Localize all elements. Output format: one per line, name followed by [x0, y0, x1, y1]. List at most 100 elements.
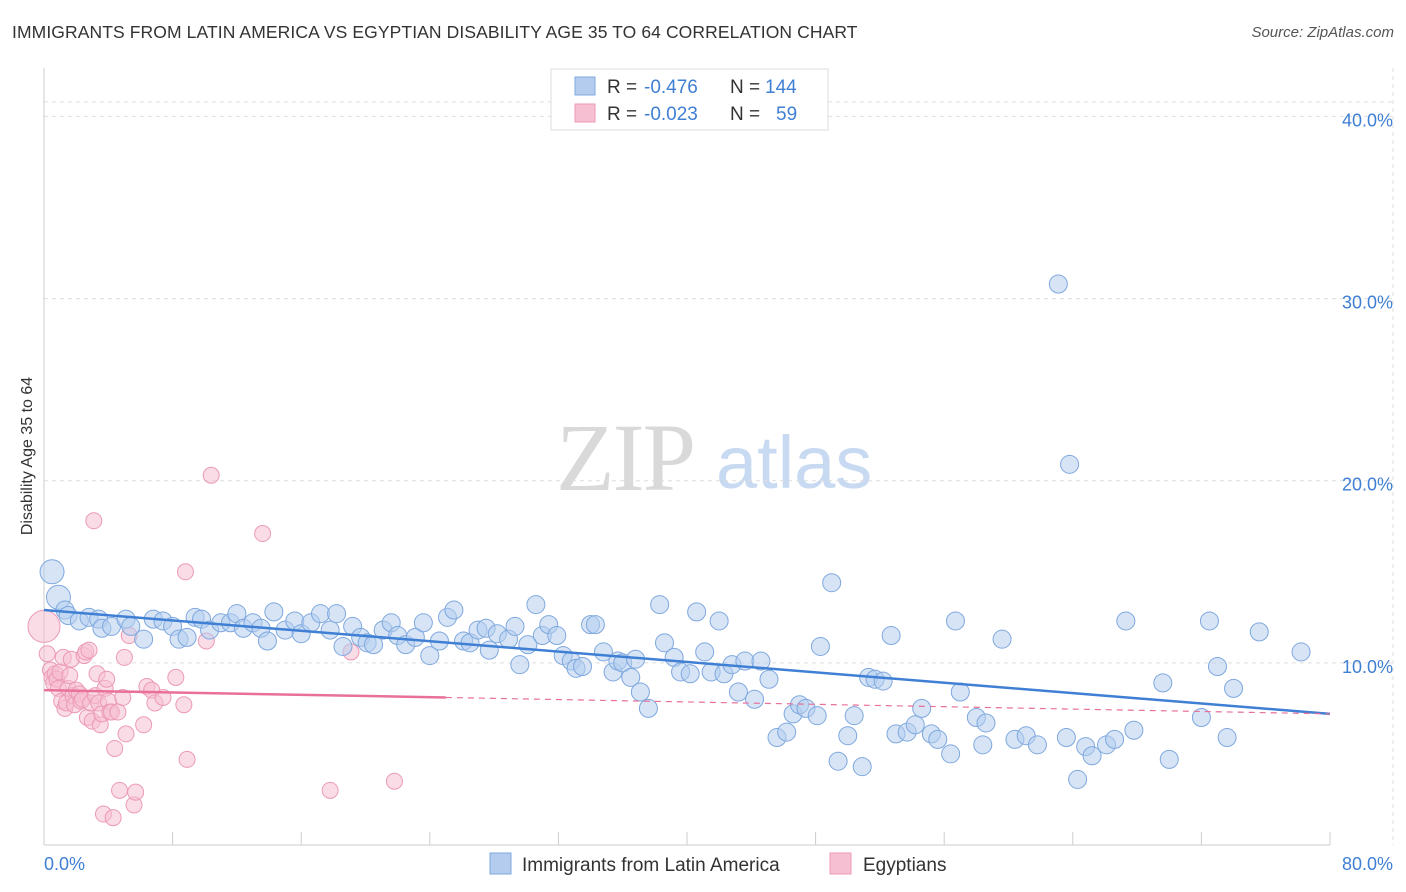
chart-title: IMMIGRANTS FROM LATIN AMERICA VS EGYPTIA…	[12, 22, 858, 42]
data-point	[510, 655, 530, 675]
data-point	[1027, 735, 1047, 755]
data-point	[810, 636, 830, 656]
legend-n-value-blue: 144	[765, 77, 797, 98]
data-point	[413, 613, 433, 633]
y-tick-labels: 10.0% 20.0% 30.0% 40.0%	[1342, 110, 1393, 676]
bottom-legend-swatch-blue	[489, 852, 512, 875]
data-point	[27, 609, 61, 643]
data-point	[134, 629, 154, 649]
data-point	[1048, 274, 1068, 294]
data-point	[38, 645, 56, 663]
data-point	[881, 626, 901, 646]
data-point	[852, 757, 872, 777]
y-axis-title: Disability Age 35 to 64	[19, 377, 36, 535]
legend-n-label-blue: N =	[730, 77, 760, 98]
data-point	[321, 781, 339, 799]
data-point	[687, 602, 707, 622]
bottom-legend-swatch-pink	[829, 852, 852, 875]
data-point	[175, 696, 193, 714]
data-point	[526, 595, 546, 615]
watermark-atlas: atlas	[716, 421, 872, 504]
data-point	[202, 466, 220, 484]
data-point	[1056, 728, 1076, 748]
data-point	[420, 646, 440, 666]
data-point	[905, 715, 925, 735]
trendline-pink-extension	[445, 696, 1331, 715]
data-point	[992, 629, 1012, 649]
data-point	[745, 689, 765, 709]
data-point	[573, 657, 593, 676]
data-point	[117, 725, 135, 743]
data-point	[111, 781, 129, 799]
data-point	[178, 750, 196, 768]
data-point	[728, 682, 748, 702]
data-point	[822, 573, 842, 593]
data-point	[807, 706, 827, 726]
data-point	[828, 751, 848, 771]
data-point	[709, 611, 729, 631]
watermark-zip: ZIP	[556, 404, 694, 511]
data-point	[257, 631, 277, 651]
data-point	[127, 783, 145, 801]
data-point	[135, 716, 153, 734]
trendline-pink	[43, 688, 446, 699]
data-point	[385, 772, 403, 790]
data-point	[115, 648, 133, 666]
data-point	[844, 706, 864, 726]
data-point	[654, 633, 674, 653]
data-point	[547, 626, 567, 646]
latin-america-points	[39, 274, 1311, 789]
legend-swatch-blue	[574, 76, 596, 96]
legend-box	[550, 68, 829, 131]
data-point	[945, 611, 965, 631]
data-point	[1159, 749, 1179, 769]
data-point	[1124, 720, 1144, 740]
data-point	[254, 525, 272, 543]
data-point	[1060, 454, 1080, 474]
trendline-blue	[43, 608, 1331, 716]
y-tick-label: 30.0%	[1342, 293, 1393, 313]
data-point	[177, 627, 197, 647]
y-tick-label: 20.0%	[1342, 475, 1393, 495]
data-point	[1217, 728, 1237, 748]
data-point	[928, 729, 948, 749]
data-point	[98, 670, 116, 688]
data-point	[333, 636, 353, 656]
y-tick-label: 40.0%	[1342, 110, 1393, 130]
legend-r-label-blue: R =	[607, 77, 637, 98]
data-point	[759, 669, 779, 689]
data-point	[39, 559, 65, 585]
data-point	[695, 642, 715, 662]
data-point	[630, 682, 650, 702]
data-point	[106, 739, 124, 757]
data-point	[680, 664, 700, 684]
y-tick-label: 10.0%	[1342, 657, 1393, 677]
data-point	[264, 602, 284, 622]
data-point	[1116, 611, 1136, 631]
data-point	[1191, 708, 1211, 727]
legend: R = -0.476 N = 144 R = -0.023 N = 59	[550, 68, 829, 131]
data-point	[1207, 657, 1227, 676]
data-point	[976, 713, 996, 733]
data-point	[777, 722, 797, 742]
data-point	[973, 735, 993, 755]
data-point	[1224, 678, 1244, 698]
legend-r-value-pink: -0.023	[644, 104, 698, 125]
data-point	[167, 668, 185, 686]
bottom-legend-label-blue: Immigrants from Latin America	[522, 855, 780, 876]
data-point	[1249, 622, 1269, 642]
data-point	[320, 620, 340, 640]
legend-r-value-blue: -0.476	[644, 77, 698, 98]
data-point	[109, 703, 127, 721]
data-point	[873, 671, 893, 691]
bottom-legend: Immigrants from Latin America Egyptians	[489, 852, 946, 876]
legend-r-label-pink: R =	[607, 104, 637, 125]
data-point	[1199, 611, 1219, 631]
data-point	[80, 641, 98, 659]
data-point	[505, 616, 525, 636]
bottom-legend-label-pink: Egyptians	[863, 855, 946, 876]
legend-n-value-pink: 59	[776, 104, 797, 125]
data-point	[1082, 746, 1102, 766]
data-point	[1291, 642, 1311, 662]
data-point	[621, 667, 641, 687]
